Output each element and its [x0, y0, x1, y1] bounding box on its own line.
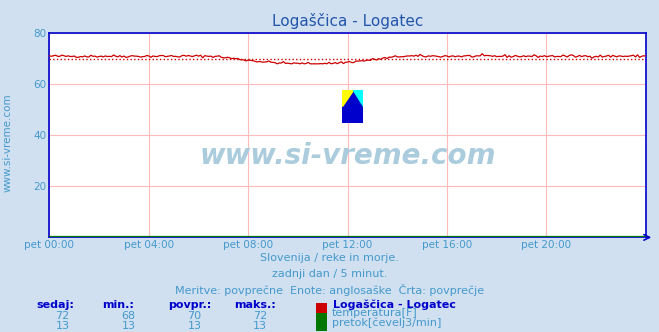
Text: Meritve: povprečne  Enote: anglosaške  Črta: povprečje: Meritve: povprečne Enote: anglosaške Črt…	[175, 284, 484, 296]
Text: temperatura[F]: temperatura[F]	[332, 308, 418, 318]
Polygon shape	[341, 90, 363, 123]
Text: 70: 70	[187, 311, 202, 321]
Text: 68: 68	[121, 311, 136, 321]
Polygon shape	[341, 90, 353, 107]
Text: zadnji dan / 5 minut.: zadnji dan / 5 minut.	[272, 269, 387, 279]
Text: sedaj:: sedaj:	[36, 300, 74, 310]
Text: 72: 72	[55, 311, 70, 321]
Text: www.si-vreme.com: www.si-vreme.com	[200, 142, 496, 170]
Text: www.si-vreme.com: www.si-vreme.com	[3, 93, 13, 192]
Text: povpr.:: povpr.:	[168, 300, 212, 310]
Text: 72: 72	[253, 311, 268, 321]
Text: Logaščica - Logatec: Logaščica - Logatec	[333, 299, 455, 310]
Polygon shape	[353, 90, 363, 107]
Text: 13: 13	[253, 321, 268, 331]
Text: min.:: min.:	[102, 300, 134, 310]
Title: Logaščica - Logatec: Logaščica - Logatec	[272, 13, 423, 29]
Text: 13: 13	[121, 321, 136, 331]
Text: maks.:: maks.:	[234, 300, 275, 310]
Text: Slovenija / reke in morje.: Slovenija / reke in morje.	[260, 253, 399, 263]
Text: pretok[čevelj3/min]: pretok[čevelj3/min]	[332, 317, 442, 328]
Text: 13: 13	[55, 321, 70, 331]
Text: 13: 13	[187, 321, 202, 331]
